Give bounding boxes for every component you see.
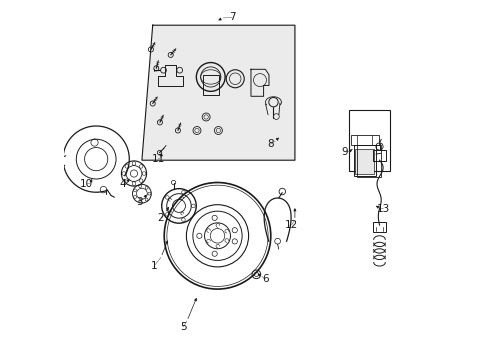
Text: 4: 4	[120, 179, 126, 189]
Text: 10: 10	[80, 179, 92, 189]
Bar	[356, 145, 380, 177]
Bar	[348, 110, 389, 171]
Text: 7: 7	[228, 12, 235, 22]
Text: 1: 1	[150, 261, 157, 271]
Text: 2: 2	[157, 213, 164, 223]
Bar	[354, 149, 374, 174]
Text: 12: 12	[284, 220, 297, 230]
Text: 5: 5	[180, 322, 186, 332]
Bar	[350, 135, 379, 145]
Polygon shape	[142, 25, 294, 160]
Text: 3: 3	[136, 197, 142, 207]
Text: 8: 8	[266, 139, 273, 149]
Bar	[372, 222, 385, 232]
Text: 9: 9	[341, 147, 347, 157]
Bar	[353, 145, 375, 176]
Bar	[203, 75, 218, 95]
Text: 13: 13	[376, 204, 389, 214]
Text: 6: 6	[262, 274, 268, 284]
Bar	[372, 150, 385, 161]
Text: 11: 11	[151, 154, 164, 164]
